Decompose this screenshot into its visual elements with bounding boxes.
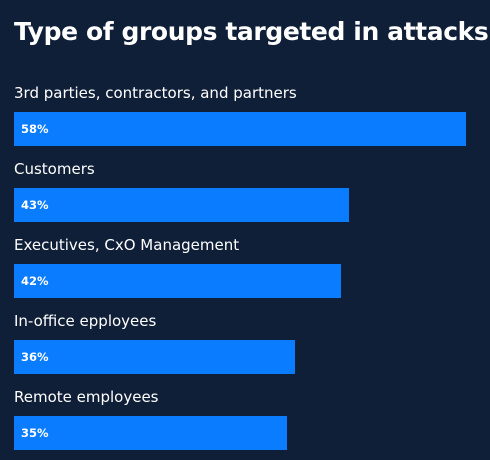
- category-label: Remote employees: [14, 388, 159, 406]
- bar: 58%: [14, 112, 466, 146]
- bar: 36%: [14, 340, 295, 374]
- bar-value-label: 42%: [21, 274, 49, 288]
- bar: 42%: [14, 264, 341, 298]
- category-label: Customers: [14, 160, 95, 178]
- chart-title: Type of groups targeted in attacks: [14, 17, 489, 46]
- bar-value-label: 35%: [21, 426, 49, 440]
- category-label: 3rd parties, contractors, and partners: [14, 84, 297, 102]
- bar-value-label: 58%: [21, 122, 49, 136]
- bar-value-label: 43%: [21, 198, 49, 212]
- category-label: In-office epployees: [14, 312, 157, 330]
- bar-group: Executives, CxO Management 42%: [14, 234, 484, 300]
- category-label: Executives, CxO Management: [14, 236, 240, 254]
- bar-group: 3rd parties, contractors, and partners 58…: [14, 82, 484, 148]
- bar: 35%: [14, 416, 287, 450]
- bar-group: In-office epployees 36%: [14, 310, 484, 376]
- bar-group: Customers 43%: [14, 158, 484, 224]
- bar-group: Remote employees 35%: [14, 386, 484, 452]
- bar-value-label: 36%: [21, 350, 49, 364]
- bar: 43%: [14, 188, 349, 222]
